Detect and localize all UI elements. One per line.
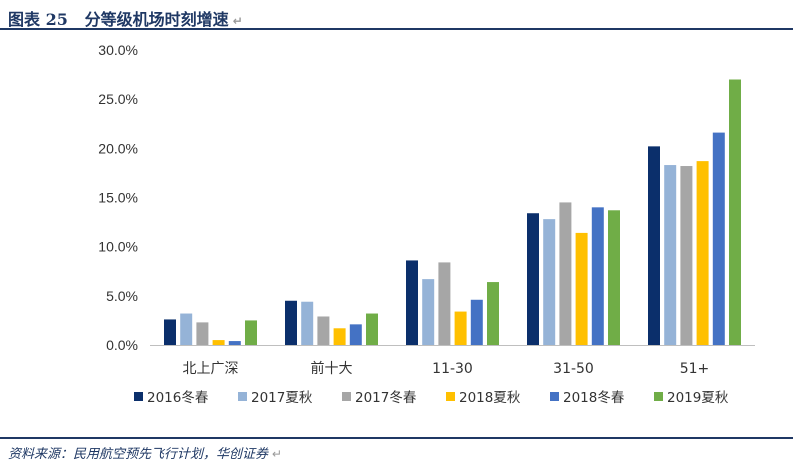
x-tick-label: 51+	[680, 361, 710, 377]
y-tick-label: 0.0%	[106, 337, 138, 353]
source-note: 资料来源：民用航空预先飞行计划，华创证券 ↵	[8, 443, 282, 462]
bar	[333, 328, 346, 345]
y-tick-label: 25.0%	[98, 91, 138, 107]
chart: 0.0% 5.0% 10.0% 15.0% 20.0% 25.0% 30.0% 北上广深 前十…	[98, 42, 755, 406]
legend-label: 2016冬春	[147, 390, 209, 406]
bar	[712, 132, 725, 345]
bar	[559, 202, 572, 345]
source-text: 资料来源：民用航空预先飞行计划，华创证券	[8, 447, 269, 462]
bar	[180, 313, 193, 345]
x-tick-label: 北上广深	[183, 361, 239, 377]
bar	[212, 340, 225, 345]
bar	[591, 207, 604, 345]
bars	[164, 79, 741, 345]
legend-label: 2017夏秋	[251, 390, 313, 406]
legend-swatch	[238, 392, 247, 401]
bar	[285, 300, 297, 345]
bar	[608, 210, 620, 345]
legend: 2016冬春 2017夏秋 2017冬春 2018夏秋 2018冬春 2019夏秋	[134, 390, 729, 406]
bar	[664, 165, 677, 345]
legend-swatch	[342, 392, 351, 401]
x-axis: 北上广深 前十大 11-30 31-50 51+	[150, 345, 755, 377]
legend-label: 2017冬春	[355, 390, 417, 406]
bar	[543, 219, 556, 345]
figure-title-text: 分等级机场时刻增速	[84, 10, 229, 29]
x-tick-label: 31-50	[553, 361, 594, 377]
bar	[527, 213, 539, 345]
y-axis: 0.0% 5.0% 10.0% 15.0% 20.0% 25.0% 30.0%	[98, 42, 138, 353]
bar	[470, 299, 483, 345]
header-rule	[0, 28, 793, 30]
legend-swatch	[134, 392, 143, 401]
paragraph-mark-icon: ↵	[268, 447, 282, 461]
y-tick-label: 30.0%	[98, 42, 138, 58]
y-tick-label: 5.0%	[106, 288, 138, 304]
y-tick-label: 15.0%	[98, 190, 138, 206]
x-tick-label: 11-30	[432, 361, 473, 377]
bar	[301, 301, 314, 345]
legend-swatch	[550, 392, 559, 401]
bar	[438, 262, 451, 345]
bar	[575, 232, 588, 345]
y-tick-label: 10.0%	[98, 239, 138, 255]
figure-header: 图表 25 分等级机场时刻增速 ↵	[0, 0, 793, 30]
figure-label: 图表 25	[8, 10, 68, 29]
bar	[406, 260, 418, 345]
bar	[680, 166, 693, 345]
bar	[317, 316, 330, 345]
bar	[349, 324, 362, 345]
bar	[648, 146, 660, 345]
figure-title: 图表 25 分等级机场时刻增速 ↵	[8, 6, 243, 30]
bar	[454, 311, 467, 345]
y-tick-label: 20.0%	[98, 140, 138, 156]
bar	[245, 320, 257, 345]
legend-swatch	[654, 392, 663, 401]
bar	[164, 319, 176, 345]
bar	[366, 313, 378, 345]
legend-swatch	[446, 392, 455, 401]
bar	[487, 282, 499, 345]
legend-label: 2018夏秋	[459, 390, 521, 406]
bar	[422, 279, 435, 345]
footer-rule	[0, 437, 793, 439]
legend-label: 2018冬春	[563, 390, 625, 406]
x-tick-label: 前十大	[311, 360, 353, 377]
bar	[196, 322, 209, 345]
legend-label: 2019夏秋	[667, 390, 729, 406]
bar	[696, 161, 709, 345]
paragraph-mark-icon: ↵	[228, 14, 243, 28]
bar	[228, 341, 241, 345]
bar	[729, 79, 741, 345]
